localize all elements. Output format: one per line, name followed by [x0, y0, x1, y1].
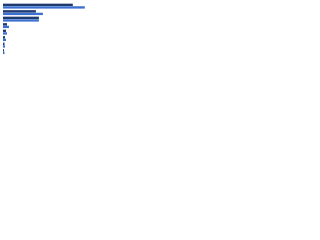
bar: [3, 16, 39, 19]
chart: [3, 3, 85, 55]
bar: [3, 51, 5, 55]
bar: [3, 23, 7, 26]
bar: [3, 19, 39, 22]
bar: [3, 42, 5, 45]
bar: [3, 38, 6, 42]
bar: [3, 32, 7, 35]
bar: [3, 36, 5, 39]
bar: [3, 3, 73, 6]
bar: [3, 45, 5, 48]
bar: [3, 10, 36, 13]
bar: [3, 49, 4, 52]
bar: [3, 6, 85, 9]
bar: [3, 29, 6, 32]
bar: [3, 12, 43, 16]
bar: [3, 25, 9, 29]
